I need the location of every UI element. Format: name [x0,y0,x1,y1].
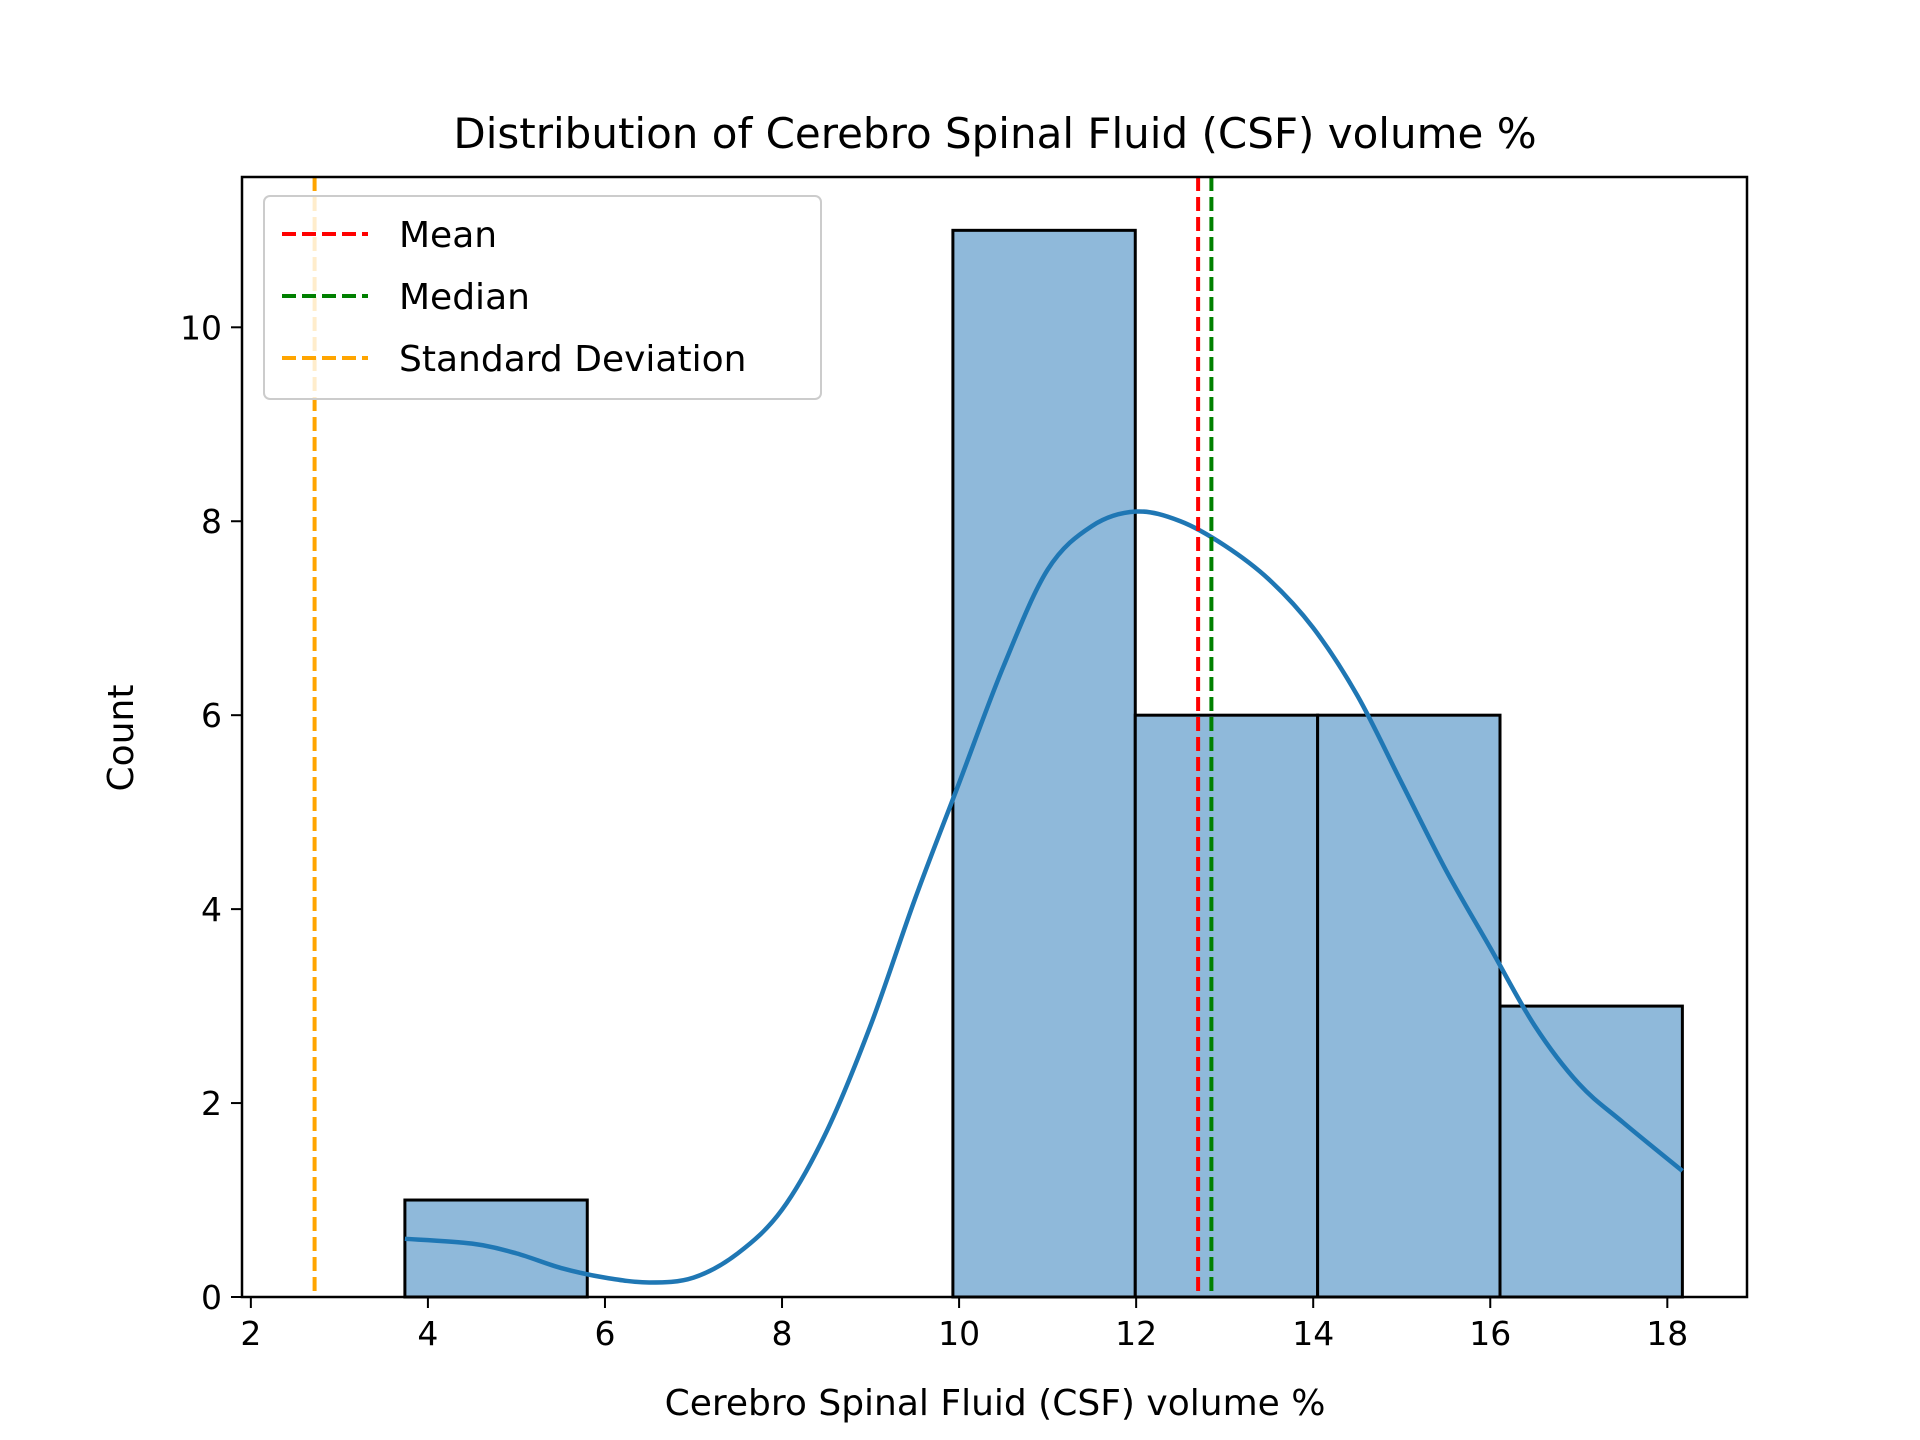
legend-box [263,195,822,400]
histogram-bar-5 [1316,713,1502,1299]
x-tick-label: 2 [240,1314,261,1353]
x-tick-label: 16 [1469,1314,1511,1353]
y-tick-label: 10 [180,308,222,347]
legend-label: Mean [399,215,497,256]
y-axis-label: Count [101,685,142,792]
y-tick-label: 4 [201,890,222,929]
x-tick-label: 4 [417,1314,438,1353]
x-tick-label: 6 [594,1314,615,1353]
y-tick-label: 2 [201,1084,222,1123]
plot-frame [240,175,1749,1299]
y-tick-label: 0 [201,1278,222,1317]
x-tick-label: 10 [938,1314,980,1353]
legend-label: Standard Deviation [399,339,746,380]
x-tick-label: 18 [1646,1314,1688,1353]
y-tick-label: 8 [201,502,222,541]
bars-layer [403,228,1684,1299]
chart-title: Distribution of Cerebro Spinal Fluid (CS… [453,109,1536,158]
x-tick-label: 14 [1292,1314,1334,1353]
y-tick-label: 6 [201,696,222,735]
x-tick-label: 8 [772,1314,793,1353]
x-tick-label: 12 [1115,1314,1157,1353]
histogram-bar-4 [1133,713,1320,1299]
legend-label: Median [399,277,530,318]
kde-curve [404,509,1684,1285]
histogram-bar-6 [1498,1004,1684,1299]
y-axis-ticks: 0 2 4 6 8 10 [180,308,242,1317]
histogram-bar-3 [951,228,1137,1299]
x-axis-ticks: 2 4 6 8 10 12 14 16 18 [240,1297,1688,1353]
legend: Mean Median Standard Deviation [263,195,822,400]
kde-layer [404,509,1684,1285]
x-axis-label: Cerebro Spinal Fluid (CSF) volume % [665,1383,1326,1424]
